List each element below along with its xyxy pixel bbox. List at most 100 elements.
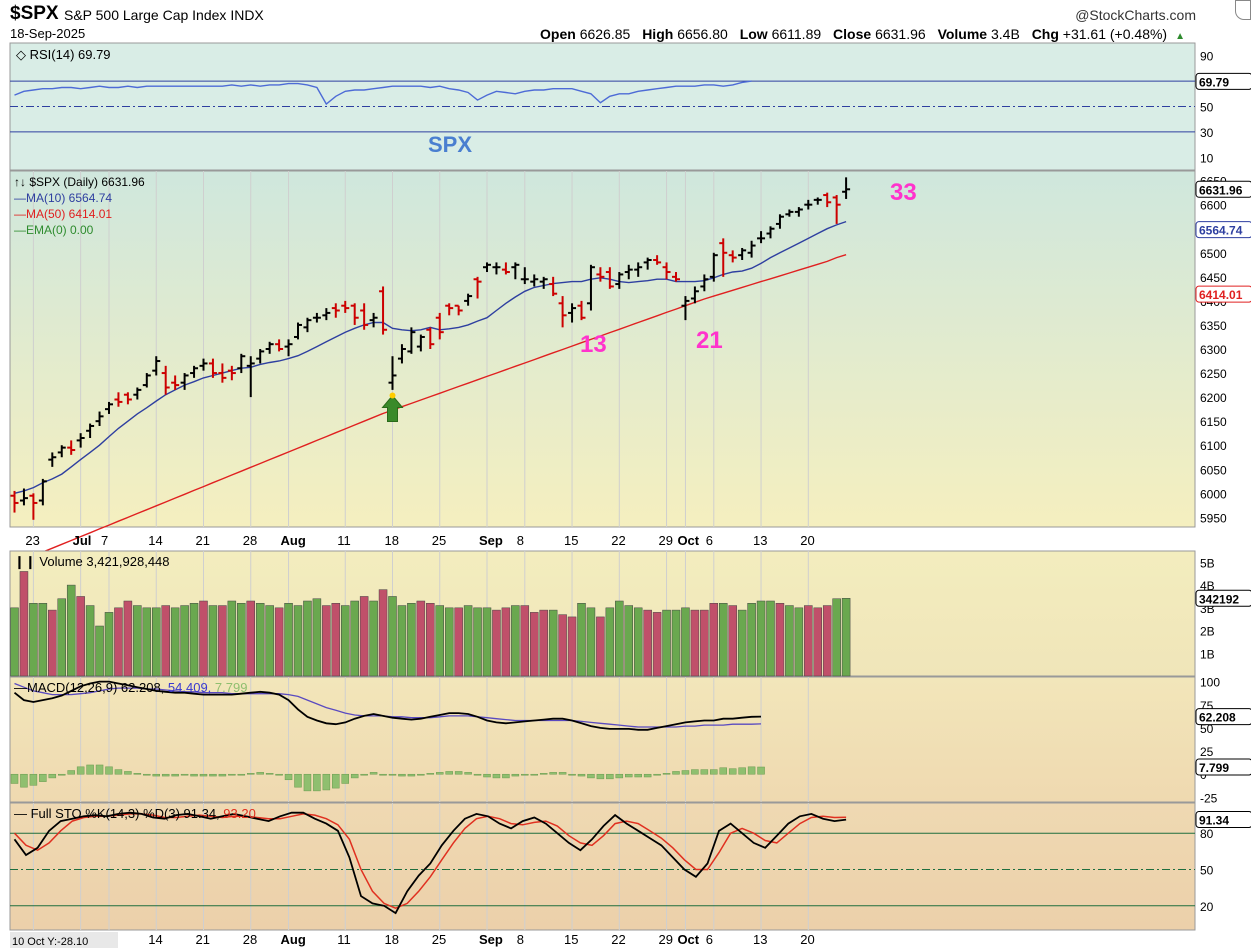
volume-bar [152, 607, 161, 677]
bottom-x-tick-label: 8 [517, 932, 524, 947]
bottom-x-tick-label: 22 [611, 932, 625, 947]
volume-bar [66, 584, 76, 677]
bottom-x-tick-label: 21 [196, 932, 210, 947]
macd-histogram-bar [606, 773, 614, 780]
volume-bar [227, 600, 237, 677]
macd-histogram-bar [539, 773, 548, 775]
macd-histogram-bar [483, 773, 491, 778]
rsi-line [14, 80, 752, 106]
rsi-title: ◇ RSI(14) 69.79 [16, 47, 111, 62]
price-y-tick-label: 6000 [1200, 487, 1227, 501]
rsi-last-value: 69.79 [1199, 75, 1229, 89]
volume-bar [341, 605, 350, 677]
volume-bar [218, 605, 227, 677]
bottom-x-tick-label: Aug [281, 932, 306, 947]
stochastic-y-tick-label: 20 [1200, 900, 1214, 914]
volume-bar [369, 600, 378, 677]
x-tick-label: 20 [800, 533, 814, 548]
price-legend-entry: —EMA(0) 0.00 [14, 223, 94, 237]
x-tick-label: 13 [753, 533, 767, 548]
price-y-tick-label: 6350 [1200, 319, 1227, 333]
x-tick-label: Sep [479, 533, 503, 548]
volume-bar [586, 607, 596, 677]
macd-histogram-bar [247, 773, 255, 775]
macd-histogram-bar [388, 773, 397, 776]
volume-bar [57, 598, 66, 677]
volume-bar [766, 600, 775, 677]
volume-bar [255, 603, 265, 677]
volume-bar [492, 609, 501, 677]
volume-bar [170, 607, 180, 677]
bottom-x-tick-label: 14 [148, 932, 162, 947]
macd-histogram-bar [161, 773, 170, 777]
macd-histogram-bar [29, 773, 38, 786]
macd-histogram-bar [95, 764, 104, 775]
macd-histogram-bar [86, 764, 94, 775]
volume-bar [199, 600, 208, 677]
volume-bar [813, 607, 822, 677]
bottom-x-tick-label: 25 [432, 932, 446, 947]
volume-bar [10, 607, 19, 677]
macd-histogram-bar [284, 773, 293, 781]
volume-bar [133, 605, 142, 677]
volume-bar [681, 607, 690, 677]
stochastic-k-line [13, 811, 847, 915]
macd-histogram-bar [294, 773, 302, 788]
macd-histogram-bar [237, 773, 246, 776]
stochastic-last-value-box [1195, 811, 1251, 829]
stochastic-panel [9, 802, 1196, 931]
bottom-x-tick-label: 13 [753, 932, 767, 947]
volume-bar [841, 598, 851, 677]
macd-histogram-bar [48, 773, 57, 779]
macd-histogram-bar [76, 766, 85, 775]
price-legend-entry: —MA(10) 6564.74 [14, 191, 112, 205]
macd-histogram-bar [426, 773, 435, 775]
price-y-tick-label: 5950 [1200, 511, 1227, 525]
macd-histogram-bar [379, 773, 387, 776]
macd-histogram-bar [417, 773, 425, 776]
macd-histogram-bar [681, 770, 690, 775]
volume-bar [142, 607, 152, 677]
rsi-last-value-box [1195, 72, 1251, 90]
x-tick-label: 15 [564, 533, 578, 548]
brand[interactable]: @StockCharts.com [1075, 7, 1196, 23]
macd-histogram-bar [587, 773, 595, 779]
volume-value: 3.4B [990, 26, 1020, 42]
macd-histogram-bar [20, 773, 28, 788]
volume-bar [303, 600, 312, 677]
volume-bar [19, 571, 29, 677]
chg-label: Chg [1031, 26, 1059, 42]
macd-histogram-bar [625, 773, 633, 778]
macd-panel [9, 676, 1196, 803]
x-tick-label: Jul [73, 533, 92, 548]
macd-histogram-bar [228, 773, 236, 776]
index-title: S&P 500 Large Cap Index [64, 7, 227, 23]
macd-histogram-bar [407, 773, 416, 777]
macd-histogram-bar [662, 773, 671, 775]
x-tick-label: 18 [385, 533, 399, 548]
volume-bar [265, 605, 274, 677]
volume-bar [700, 609, 709, 677]
volume-bar [539, 609, 548, 677]
volume-bar [274, 607, 284, 677]
high-value: 6656.80 [677, 26, 728, 42]
stochastic-d-line [13, 813, 847, 910]
macd-histogram-bar [350, 773, 359, 779]
macd-histogram-value: 7.799 [215, 680, 248, 695]
macd-histogram-bar [691, 769, 699, 775]
low-value: 6611.89 [771, 26, 822, 42]
x-tick-label: Aug [281, 533, 306, 548]
rsi-y-tick-label: 50 [1200, 101, 1214, 115]
price-y-tick-label: 6250 [1200, 367, 1227, 381]
macd-histogram-bar [530, 773, 538, 776]
count-annotation: 21 [696, 327, 723, 354]
stochastic-title-main: — Full STO %K(14,3) %D(3) 91.34, [14, 806, 223, 821]
volume-bar [463, 605, 473, 677]
macd-histogram-bar [171, 773, 179, 777]
macd-histogram-bar [710, 769, 718, 775]
volume-bar [747, 603, 756, 677]
volume-bar [605, 607, 615, 677]
macd-histogram-bar [596, 773, 605, 780]
macd-histogram-bar [719, 767, 727, 775]
